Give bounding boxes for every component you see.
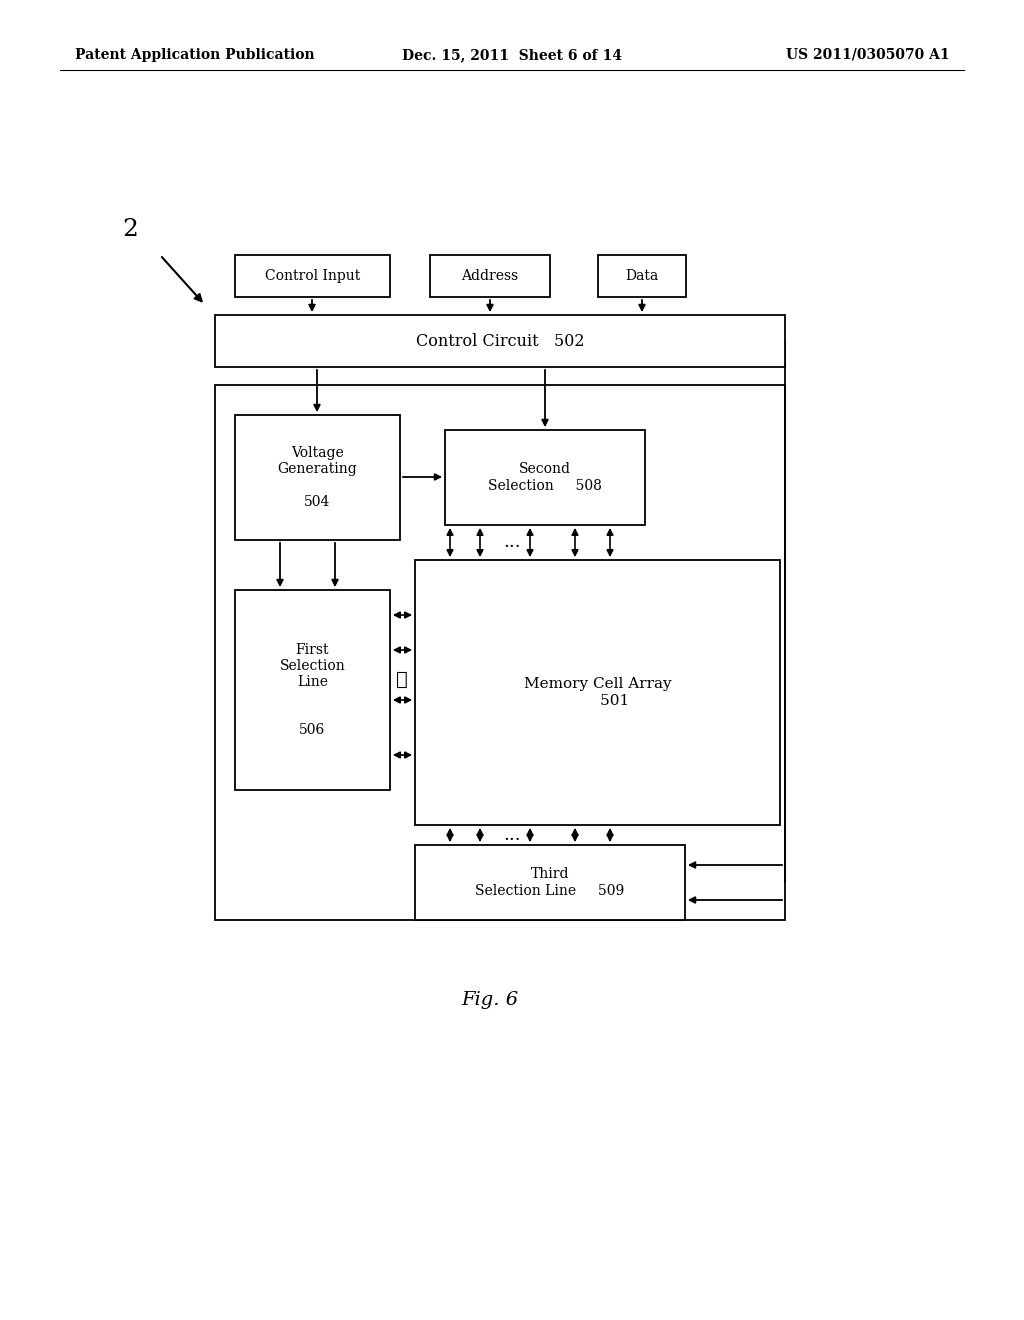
Text: Second
Selection     508: Second Selection 508: [488, 462, 602, 492]
Text: Patent Application Publication: Patent Application Publication: [75, 48, 314, 62]
Bar: [445, 430, 645, 525]
Bar: [215, 315, 785, 367]
Bar: [215, 385, 785, 920]
Text: Memory Cell Array
       501: Memory Cell Array 501: [523, 677, 672, 708]
Text: Control Circuit   502: Control Circuit 502: [416, 333, 585, 350]
Text: Data: Data: [626, 269, 658, 282]
Bar: [430, 255, 550, 297]
Text: Voltage
Generating

504: Voltage Generating 504: [278, 446, 357, 508]
Text: Fig. 6: Fig. 6: [462, 991, 518, 1008]
Text: US 2011/0305070 A1: US 2011/0305070 A1: [786, 48, 950, 62]
Text: Address: Address: [462, 269, 518, 282]
Bar: [415, 845, 685, 920]
Text: ...: ...: [503, 826, 521, 843]
Text: Control Input: Control Input: [265, 269, 360, 282]
Text: Third
Selection Line     509: Third Selection Line 509: [475, 867, 625, 898]
Text: ...: ...: [503, 533, 521, 550]
Bar: [598, 255, 686, 297]
Bar: [234, 590, 390, 789]
Bar: [415, 560, 780, 825]
Bar: [234, 255, 390, 297]
Text: Dec. 15, 2011  Sheet 6 of 14: Dec. 15, 2011 Sheet 6 of 14: [402, 48, 622, 62]
Bar: [234, 414, 400, 540]
Text: 2: 2: [122, 219, 138, 242]
Text: ⋮: ⋮: [396, 671, 408, 689]
Text: First
Selection
Line


506: First Selection Line 506: [280, 643, 345, 738]
